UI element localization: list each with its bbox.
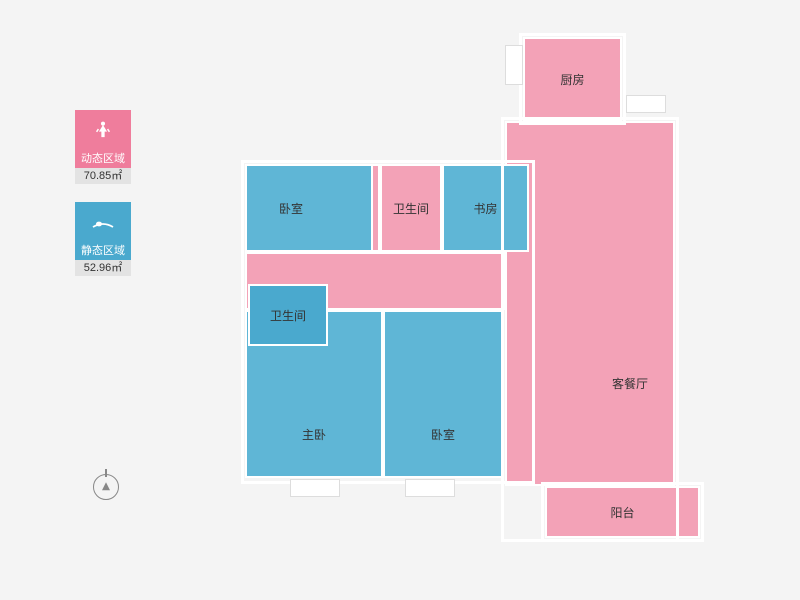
window-notch <box>505 45 523 85</box>
floor-plan-canvas: 动态区域 70.85㎡ 静态区域 52.96㎡ 厨房客餐厅阳台卫生间卧室书房主卧… <box>0 0 800 600</box>
people-icon <box>92 119 114 141</box>
compass-icon <box>93 474 119 500</box>
legend-dynamic: 动态区域 70.85㎡ <box>75 110 131 184</box>
room-label: 卧室 <box>279 200 303 217</box>
room-label: 卧室 <box>431 426 455 443</box>
room-label: 卫生间 <box>270 307 306 324</box>
room-study: 书房 <box>442 164 529 252</box>
room-label: 客餐厅 <box>612 375 648 392</box>
room-label: 厨房 <box>560 71 584 88</box>
window-notch <box>290 479 340 497</box>
room-bed_s: 卧室 <box>383 310 503 478</box>
window-notch <box>626 95 666 113</box>
legend-static-swatch <box>75 202 131 242</box>
sleep-icon <box>91 213 115 231</box>
room-bath1: 卫生间 <box>380 164 442 252</box>
room-balcony: 阳台 <box>545 486 700 538</box>
room-bath2: 卫生间 <box>248 284 328 346</box>
legend-static-label: 静态区域 <box>75 242 131 260</box>
room-living: 客餐厅 <box>505 121 675 486</box>
window-notch <box>405 479 455 497</box>
legend-dynamic-label: 动态区域 <box>75 150 131 168</box>
legend-dynamic-swatch <box>75 110 131 150</box>
legend-static-value: 52.96㎡ <box>75 260 131 276</box>
legend-dynamic-value: 70.85㎡ <box>75 168 131 184</box>
room-label: 主卧 <box>302 426 326 443</box>
room-kitchen: 厨房 <box>523 37 622 121</box>
room-label: 阳台 <box>610 504 634 521</box>
legend-static: 静态区域 52.96㎡ <box>75 202 131 276</box>
legend: 动态区域 70.85㎡ 静态区域 52.96㎡ <box>75 110 135 294</box>
room-bed_nw: 卧室 <box>245 164 373 252</box>
room-label: 卫生间 <box>393 200 429 217</box>
room-label: 书房 <box>473 200 497 217</box>
